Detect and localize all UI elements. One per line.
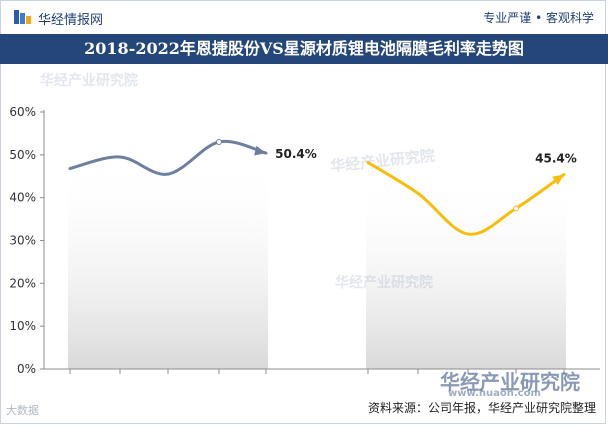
y-tick-label: 10% bbox=[9, 319, 36, 333]
watermark-name: 华经产业研究院 bbox=[440, 370, 580, 394]
series-line bbox=[366, 161, 566, 236]
data-label: 50.4% bbox=[275, 147, 317, 161]
source-note: 资料来源：公司年报，华经产业研究院整理 bbox=[367, 401, 596, 415]
brand-name: 华经情报网 bbox=[38, 13, 104, 28]
data-point bbox=[216, 138, 222, 145]
y-tick-label: 20% bbox=[9, 276, 36, 290]
chart-title: 2018-2022年恩捷股份VS星源材质锂电池隔膜毛利率走势图 bbox=[0, 34, 608, 64]
data-point bbox=[513, 205, 519, 212]
watermark-name: 华经产业研究院 bbox=[335, 275, 433, 291]
series-arrow-icon bbox=[254, 145, 266, 156]
series-line bbox=[68, 139, 268, 176]
series-arrow-icon bbox=[552, 174, 564, 185]
y-tick-label: 50% bbox=[9, 148, 36, 162]
y-tick-label: 40% bbox=[9, 191, 36, 205]
series-panel bbox=[366, 176, 566, 369]
y-tick-label: 0% bbox=[17, 362, 36, 376]
top-bar: 华经情报网 专业严谨 • 客观科学 bbox=[0, 0, 608, 34]
slogan: 专业严谨 • 客观科学 bbox=[483, 11, 594, 25]
y-tick-label: 60% bbox=[9, 105, 36, 119]
series-panel bbox=[68, 155, 268, 369]
footer-logo: 大数据 bbox=[6, 404, 39, 417]
watermark-url: www.huaon.com bbox=[448, 388, 541, 399]
brand-logo-icon bbox=[14, 10, 31, 24]
watermark-name: 华经产业研究院 bbox=[40, 73, 138, 89]
data-label: 45.4% bbox=[535, 152, 577, 166]
y-tick-label: 30% bbox=[9, 234, 36, 248]
